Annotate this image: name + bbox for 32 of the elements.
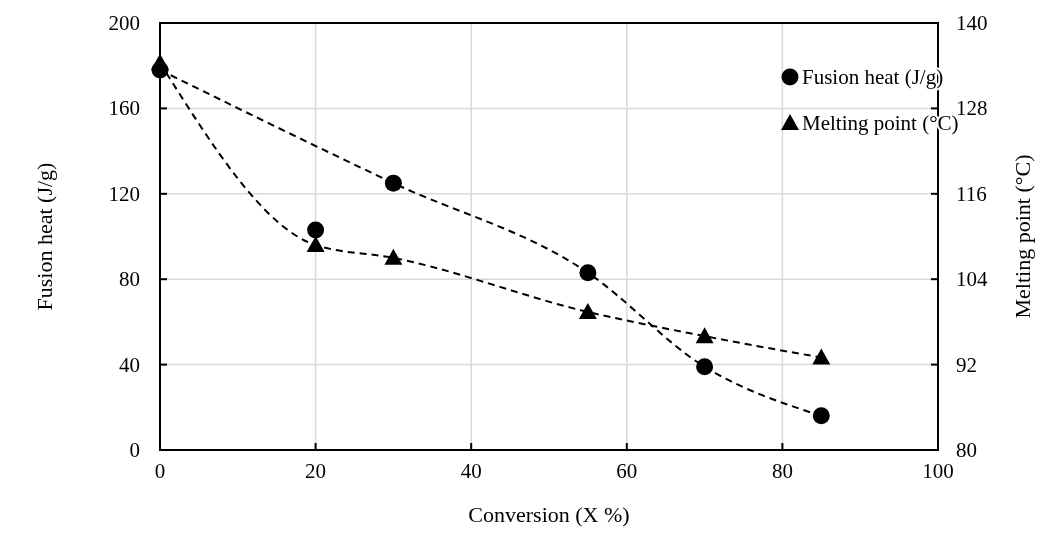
point: [812, 407, 830, 425]
point: [695, 327, 714, 344]
x-tick-label: 100: [922, 459, 954, 483]
y-tick-label: 40: [119, 352, 140, 377]
point: [579, 264, 597, 282]
y2-tick-label: 128: [956, 96, 988, 121]
point: [307, 221, 325, 239]
point: [696, 358, 714, 376]
point: [578, 302, 597, 319]
x-tick-label: 40: [460, 459, 482, 483]
y-tick-label: 0: [129, 438, 140, 462]
y2-tick-label: 80: [956, 438, 977, 462]
x-tick-label: 20: [305, 459, 327, 483]
point: [384, 174, 402, 192]
point: [384, 248, 403, 265]
y-tick-label: 160: [108, 96, 140, 121]
point: [151, 61, 169, 79]
y-tick-label: 200: [108, 11, 140, 35]
y2-tick-label: 140: [956, 11, 988, 35]
y2-axis-title: Melting point (°C): [1010, 154, 1035, 319]
point: [812, 348, 831, 365]
x-tick-label: 0: [154, 459, 166, 483]
y2-tick-label: 92: [956, 352, 977, 377]
x-axis-title: Conversion (X %): [468, 502, 630, 527]
point: [306, 236, 325, 253]
y2-tick-label: 116: [956, 181, 987, 206]
y-tick-label: 120: [108, 181, 140, 206]
y2-tick-label: 104: [956, 267, 988, 292]
y-tick-label: 80: [119, 267, 140, 292]
x-tick-label: 80: [771, 459, 793, 483]
y-axis-title: Fusion heat (J/g): [32, 162, 57, 311]
x-tick-label: 60: [616, 459, 638, 483]
